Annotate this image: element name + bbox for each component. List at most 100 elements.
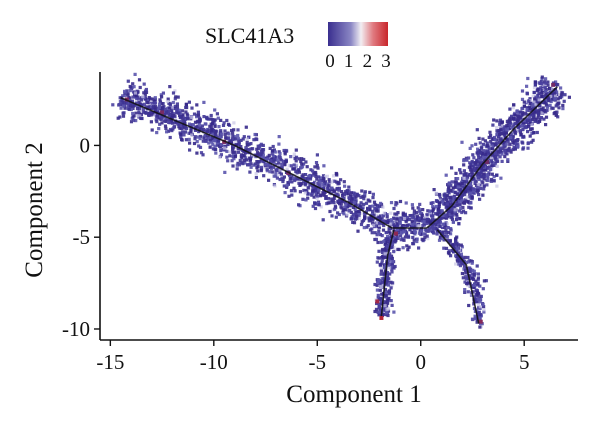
- data-point: [454, 240, 458, 244]
- data-point: [534, 95, 538, 99]
- data-point: [306, 191, 310, 196]
- data-point: [384, 230, 388, 235]
- data-point: [459, 171, 463, 175]
- data-point: [423, 235, 427, 239]
- data-point: [388, 254, 392, 258]
- data-point: [279, 172, 283, 176]
- data-point: [298, 190, 302, 194]
- data-point: [380, 277, 384, 281]
- data-point: [230, 159, 234, 163]
- data-point: [324, 196, 328, 200]
- data-point: [528, 106, 532, 110]
- data-point: [375, 213, 379, 217]
- data-point: [476, 175, 480, 179]
- data-point: [394, 203, 398, 207]
- data-point: [361, 218, 366, 223]
- data-point: [236, 146, 240, 150]
- data-point: [467, 156, 471, 160]
- data-point: [449, 254, 453, 258]
- data-point: [198, 119, 202, 123]
- data-point: [411, 235, 415, 240]
- data-point: [479, 161, 483, 165]
- data-point: [477, 193, 481, 197]
- data-point: [408, 227, 412, 232]
- data-point: [176, 95, 180, 99]
- data-point: [528, 101, 533, 105]
- data-point: [231, 146, 235, 150]
- data-point: [458, 264, 462, 268]
- data-point: [441, 225, 445, 230]
- data-point: [161, 91, 165, 95]
- data-point: [499, 127, 503, 131]
- data-point: [137, 78, 142, 82]
- data-point-highlight: [375, 299, 380, 304]
- data-point: [509, 136, 513, 140]
- data-point: [458, 187, 462, 192]
- data-point: [438, 216, 442, 220]
- data-point: [503, 140, 507, 145]
- data-point: [495, 173, 499, 177]
- data-point: [373, 207, 377, 211]
- data-point: [137, 110, 141, 114]
- data-point: [445, 234, 450, 238]
- data-point: [410, 213, 414, 218]
- data-point: [478, 300, 482, 304]
- data-point: [451, 220, 455, 224]
- colorbar: [328, 22, 388, 46]
- data-point: [488, 167, 493, 172]
- data-point: [242, 150, 246, 154]
- data-point: [423, 215, 427, 219]
- data-point: [272, 159, 276, 163]
- colorbar-tick-label: 2: [363, 51, 373, 72]
- data-point: [462, 201, 466, 205]
- data-point: [526, 130, 530, 134]
- data-point: [531, 102, 535, 107]
- data-point: [202, 100, 206, 104]
- data-point: [495, 164, 499, 168]
- data-point: [158, 98, 162, 102]
- data-point: [267, 178, 271, 182]
- data-point: [367, 219, 371, 223]
- data-point: [313, 206, 318, 211]
- data-point: [465, 195, 469, 200]
- data-point: [435, 220, 439, 224]
- data-point: [464, 177, 468, 181]
- data-point: [553, 94, 558, 98]
- data-point: [392, 266, 396, 270]
- data-point: [395, 228, 400, 232]
- data-point: [512, 103, 516, 107]
- data-point: [247, 142, 251, 146]
- data-point: [271, 154, 275, 158]
- data-point: [386, 301, 390, 305]
- data-point: [530, 140, 534, 144]
- data-point: [287, 163, 291, 168]
- data-point: [339, 202, 343, 206]
- data-point: [407, 245, 411, 249]
- data-point: [237, 163, 241, 167]
- data-point: [453, 210, 457, 214]
- data-point: [177, 111, 181, 115]
- data-point: [376, 278, 381, 282]
- data-point: [389, 286, 393, 290]
- data-point: [366, 198, 370, 202]
- data-point: [185, 126, 189, 131]
- data-point: [199, 151, 204, 155]
- data-point: [389, 222, 393, 226]
- data-point: [448, 238, 452, 243]
- data-point: [503, 132, 507, 136]
- data-point: [515, 109, 519, 113]
- data-point: [527, 125, 531, 129]
- data-point: [386, 247, 390, 251]
- data-point: [485, 150, 489, 154]
- data-point: [354, 195, 358, 199]
- data-point: [128, 103, 132, 107]
- data-point: [437, 202, 441, 207]
- data-point: [340, 206, 344, 210]
- data-point: [558, 96, 562, 100]
- data-point: [211, 122, 215, 126]
- data-point: [160, 121, 164, 125]
- data-point: [462, 173, 466, 177]
- data-point: [446, 213, 450, 217]
- data-point: [202, 130, 206, 134]
- data-point: [420, 229, 424, 233]
